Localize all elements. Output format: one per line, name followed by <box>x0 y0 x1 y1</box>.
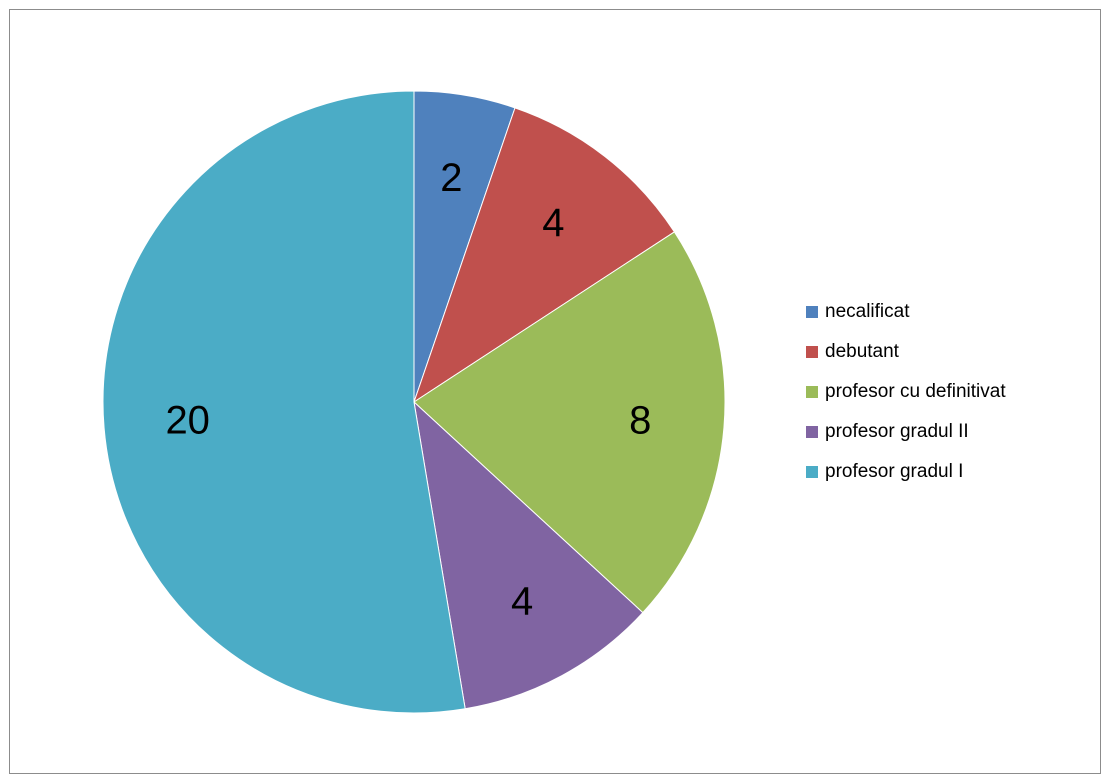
chart-area: 2 4 8 4 20 necalificat debutant profesor cu de… <box>9 9 1101 774</box>
pie-data-labels: 2 4 8 4 20 <box>165 156 651 624</box>
legend-label-0: necalificat <box>825 301 910 322</box>
pie-slice-4 <box>102 90 466 714</box>
data-label-4: 20 <box>165 399 210 443</box>
data-label-0: 2 <box>440 156 462 200</box>
pie-chart: 2 4 8 4 20 <box>102 90 726 714</box>
legend-swatch-3 <box>806 426 818 438</box>
legend-item-4: profesor gradul I <box>806 452 1006 492</box>
pie-slices <box>102 90 726 714</box>
legend-label-1: debutant <box>825 341 899 362</box>
legend-label-2: profesor cu definitivat <box>825 381 1006 402</box>
data-label-1: 4 <box>542 201 564 245</box>
legend-item-1: debutant <box>806 332 1006 372</box>
pie-slice-3 <box>413 400 644 710</box>
legend-item-3: profesor gradul II <box>806 412 1006 452</box>
pie-slice-2 <box>413 231 726 614</box>
legend-swatch-2 <box>806 386 818 398</box>
legend-item-0: necalificat <box>806 292 1006 332</box>
legend-label-4: profesor gradul I <box>825 461 964 482</box>
pie-slice-1 <box>413 107 676 404</box>
legend-swatch-4 <box>806 466 818 478</box>
data-label-2: 8 <box>629 399 651 443</box>
legend-swatch-0 <box>806 306 818 318</box>
legend: necalificat debutant profesor cu definitiv… <box>806 292 1006 492</box>
legend-item-2: profesor cu definitivat <box>806 372 1006 412</box>
data-label-3: 4 <box>511 580 533 624</box>
legend-label-3: profesor gradul II <box>825 421 969 442</box>
legend-swatch-1 <box>806 346 818 358</box>
